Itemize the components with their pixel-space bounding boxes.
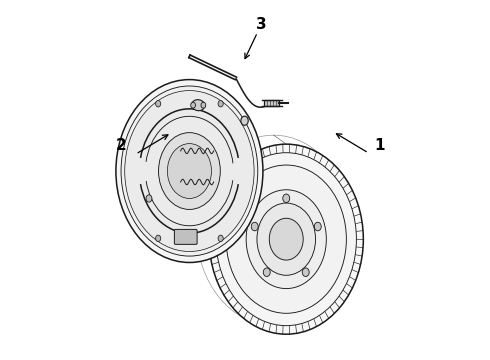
Ellipse shape — [201, 102, 206, 108]
FancyBboxPatch shape — [174, 229, 197, 244]
Ellipse shape — [191, 102, 196, 108]
Ellipse shape — [116, 80, 263, 262]
Ellipse shape — [156, 100, 161, 107]
Ellipse shape — [302, 268, 309, 276]
Ellipse shape — [159, 132, 220, 210]
Ellipse shape — [270, 218, 303, 260]
Ellipse shape — [314, 222, 321, 231]
Ellipse shape — [168, 144, 212, 198]
Ellipse shape — [192, 100, 205, 111]
Ellipse shape — [263, 268, 270, 276]
Ellipse shape — [218, 235, 223, 242]
Ellipse shape — [257, 203, 316, 275]
Ellipse shape — [121, 86, 258, 256]
Ellipse shape — [216, 153, 356, 326]
Ellipse shape — [209, 144, 364, 334]
Text: 2: 2 — [116, 139, 126, 153]
FancyBboxPatch shape — [265, 100, 279, 106]
Text: 1: 1 — [374, 139, 385, 153]
Ellipse shape — [283, 194, 290, 203]
Ellipse shape — [218, 100, 223, 107]
Ellipse shape — [241, 116, 248, 125]
Text: 3: 3 — [256, 17, 267, 32]
Ellipse shape — [156, 235, 161, 242]
Ellipse shape — [226, 165, 346, 313]
Ellipse shape — [246, 190, 326, 289]
Ellipse shape — [146, 195, 152, 202]
Ellipse shape — [251, 222, 258, 231]
Ellipse shape — [125, 91, 254, 252]
